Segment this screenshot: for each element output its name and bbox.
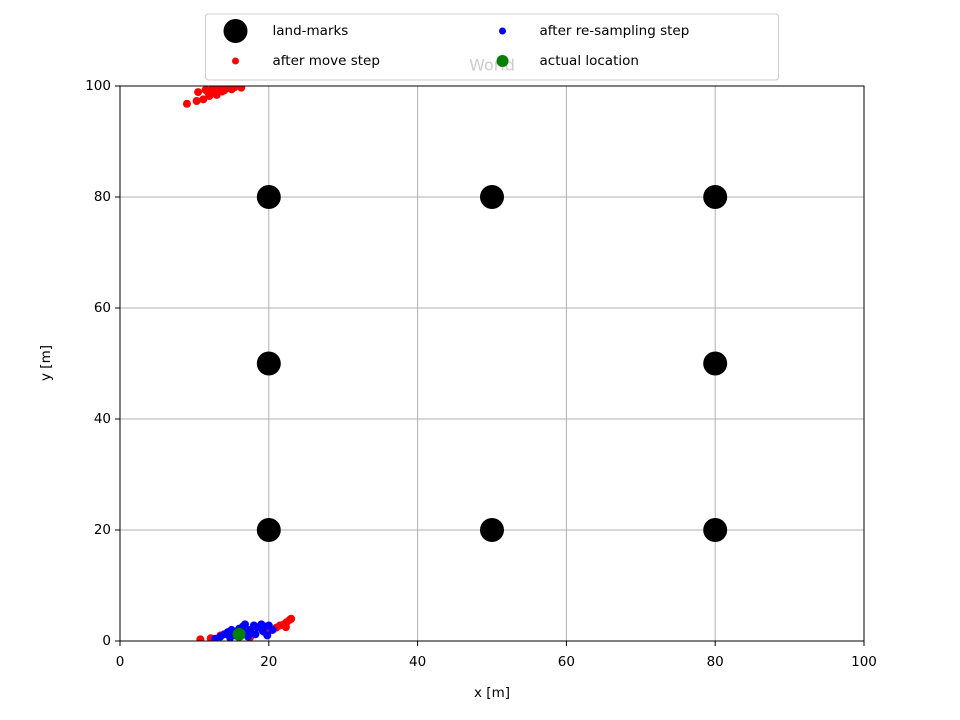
- y-axis-label: y [m]: [38, 345, 54, 381]
- scatter-point: [256, 518, 281, 542]
- legend-label: after move step: [273, 53, 380, 69]
- legend-marker: [223, 19, 248, 43]
- legend-label: land-marks: [273, 23, 349, 39]
- scatter-point: [703, 185, 728, 209]
- scatter-point: [251, 630, 260, 639]
- y-tick-label: 100: [85, 78, 111, 94]
- legend-label: after re-sampling step: [540, 23, 690, 39]
- x-tick-label: 0: [116, 654, 125, 670]
- y-tick-label: 20: [94, 522, 111, 538]
- x-axis-label: x [m]: [474, 685, 510, 701]
- scatter-point: [256, 351, 281, 376]
- scatter-point: [220, 86, 229, 95]
- legend-marker: [232, 57, 239, 65]
- scatter-point: [287, 614, 296, 623]
- x-tick-label: 80: [707, 654, 724, 670]
- legend-marker: [499, 27, 506, 35]
- scatter-point: [480, 185, 504, 209]
- scatter-point: [256, 185, 281, 209]
- y-tick-label: 80: [94, 189, 111, 205]
- grid: 0 20 40 60 80 100 0 20 40 60 80 100: [85, 78, 877, 670]
- x-tick-label: 60: [558, 654, 575, 670]
- scatter-point: [192, 96, 201, 105]
- scatter-point: [268, 625, 277, 634]
- plot-area: [182, 86, 728, 641]
- x-tick-label: 20: [260, 654, 277, 670]
- legend-label: actual location: [540, 53, 639, 69]
- y-tick-label: 40: [94, 411, 111, 427]
- scatter-point: [212, 90, 221, 99]
- scatter-point: [240, 620, 249, 629]
- legend-box: [205, 13, 779, 81]
- scatter-point: [281, 623, 290, 632]
- scatter-point: [226, 633, 235, 641]
- scatter-point: [232, 627, 246, 641]
- scatter-point: [203, 88, 212, 97]
- x-tick-label: 40: [409, 654, 426, 670]
- scatter-point: [196, 635, 205, 641]
- scatter-point: [194, 88, 203, 97]
- scatter-point: [703, 518, 728, 542]
- y-tick-label: 60: [94, 300, 111, 316]
- scatter-point: [230, 86, 239, 92]
- x-tick-label: 100: [851, 654, 877, 670]
- scatter-point: [237, 86, 246, 92]
- legend-marker: [496, 55, 509, 67]
- y-tick-label: 0: [102, 633, 111, 649]
- scatter-point: [480, 518, 504, 542]
- legend: land-marks after move step after re-sampli…: [205, 13, 779, 81]
- scatter-point: [703, 351, 728, 376]
- axes-frame: [119, 85, 865, 642]
- scatter-point: [263, 631, 272, 640]
- scatter-point: [243, 632, 252, 641]
- scatter-point: [199, 95, 208, 104]
- scatter-point: [182, 99, 191, 108]
